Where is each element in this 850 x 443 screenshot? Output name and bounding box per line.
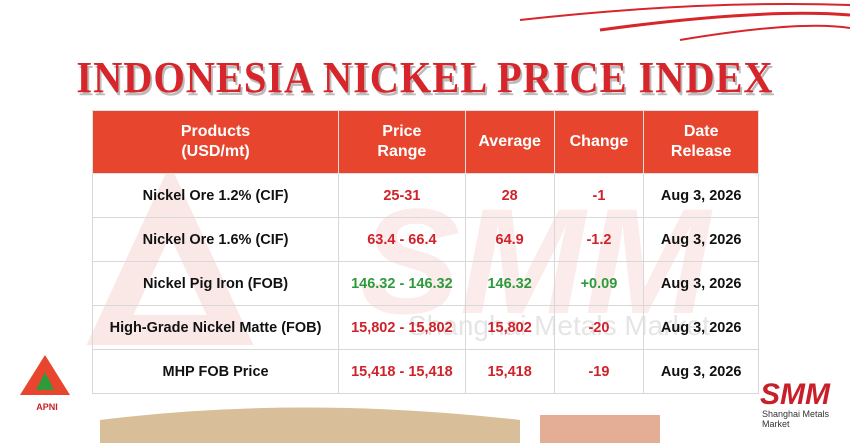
- column-header: Average: [464, 110, 555, 174]
- right-logo: SMM: [760, 378, 830, 411]
- table-row: High-Grade Nickel Matte (FOB) 15,802 - 15…: [91, 305, 759, 350]
- table-cell: 146.32 - 146.32: [338, 261, 466, 306]
- table-cell: 15,418: [464, 349, 555, 394]
- table-cell: Nickel Pig Iron (FOB): [91, 261, 340, 306]
- table-cell: Aug 3, 2026: [643, 305, 759, 350]
- table-cell: 15,802: [464, 305, 555, 350]
- table-row: Nickel Ore 1.2% (CIF) 25-31 28 -1 Aug 3, 202…: [91, 173, 759, 218]
- table-cell: Aug 3, 2026: [643, 261, 759, 306]
- table-cell: -1.2: [553, 217, 645, 262]
- price-table: Products (USD/mt) Price Range Average Chang…: [91, 110, 759, 394]
- table-cell: 15,418 - 15,418: [338, 349, 466, 394]
- table-cell: 146.32: [464, 261, 555, 306]
- column-header: Price Range: [338, 110, 466, 174]
- table-cell: -1: [553, 173, 645, 218]
- table-cell: 25-31: [338, 173, 466, 218]
- header-row: Products (USD/mt) Price Range Average Chang…: [91, 110, 759, 174]
- table-row: Nickel Ore 1.6% (CIF) 63.4 - 66.4 64.9 -1.2…: [91, 217, 759, 262]
- table-cell: Aug 3, 2026: [643, 217, 759, 262]
- table-row: Nickel Pig Iron (FOB) 146.32 - 146.32 146.…: [91, 261, 759, 306]
- right-logo-subtitle: Shanghai Metals Market: [762, 409, 830, 429]
- table-cell: -20: [553, 305, 645, 350]
- table-cell: Aug 3, 2026: [643, 173, 759, 218]
- column-header: Change: [553, 110, 645, 174]
- table-cell: Aug 3, 2026: [643, 349, 759, 394]
- column-header: Products (USD/mt): [91, 110, 340, 174]
- table-cell: 63.4 - 66.4: [338, 217, 466, 262]
- table-cell: Nickel Ore 1.6% (CIF): [91, 217, 340, 262]
- table-cell: 64.9: [464, 217, 555, 262]
- table-cell: Nickel Ore 1.2% (CIF): [91, 173, 340, 218]
- table-row: MHP FOB Price 15,418 - 15,418 15,418 -19 Aug…: [91, 349, 759, 394]
- table-cell: +0.09: [553, 261, 645, 306]
- title: INDONESIA NICKEL PRICE INDEX: [76, 53, 774, 102]
- table-cell: -19: [553, 349, 645, 394]
- table-cell: High-Grade Nickel Matte (FOB): [91, 305, 340, 350]
- table-cell: MHP FOB Price: [91, 349, 340, 394]
- table-cell: 15,802 - 15,802: [338, 305, 466, 350]
- left-logo: APNI: [36, 402, 58, 412]
- column-header: Date Release: [643, 110, 759, 174]
- table-cell: 28: [464, 173, 555, 218]
